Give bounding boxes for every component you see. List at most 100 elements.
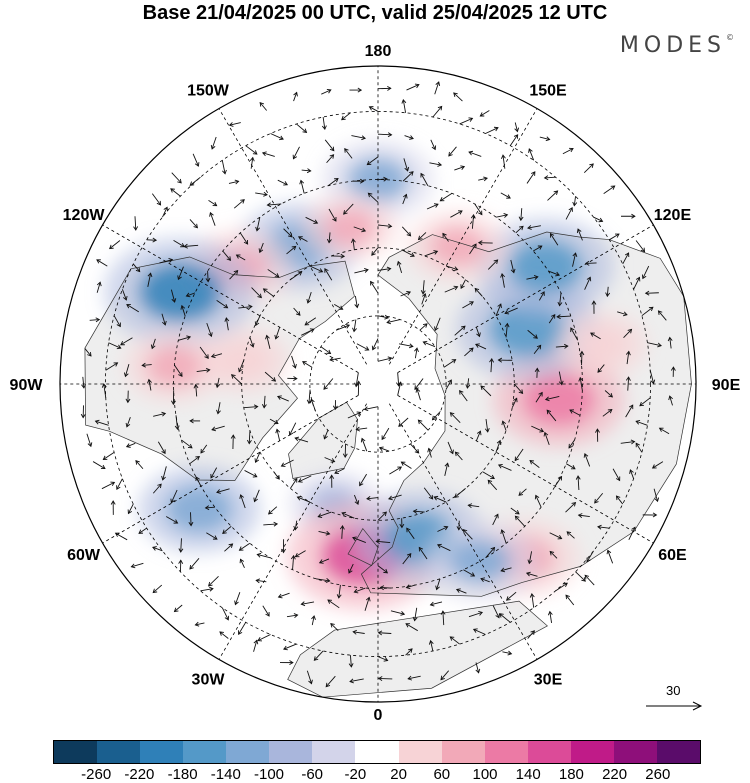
colorbar-cell <box>355 741 399 763</box>
wind-arrow <box>402 193 408 205</box>
coastline <box>288 401 358 479</box>
wind-arrow <box>354 268 369 274</box>
wind-arrow <box>228 122 241 127</box>
wind-arrow <box>253 489 260 503</box>
longitude-label: 90W <box>10 377 44 394</box>
wind-arrow <box>565 594 575 606</box>
wind-arrow <box>108 342 122 350</box>
wind-arrow <box>162 206 168 218</box>
wind-arrow <box>125 442 136 448</box>
wind-arrow <box>255 191 268 197</box>
wind-arrow <box>101 481 116 490</box>
wind-arrow <box>354 295 360 309</box>
wind-arrow <box>321 88 332 95</box>
wind-arrow <box>194 621 205 627</box>
wind-arrow <box>404 135 414 140</box>
wind-arrow <box>479 110 490 117</box>
wind-arrow <box>538 291 545 301</box>
wind-arrow <box>105 362 119 371</box>
wind-arrow <box>334 303 344 310</box>
coastline <box>84 256 355 481</box>
wind-arrow <box>243 404 259 410</box>
wind-arrow <box>152 584 163 594</box>
wind-arrow <box>147 378 152 391</box>
wind-arrow <box>463 569 476 577</box>
wind-arrow <box>406 83 420 91</box>
wind-arrow <box>113 315 121 328</box>
wind-arrow <box>670 366 676 377</box>
wind-arrow <box>427 447 432 458</box>
wind-arrow <box>401 98 407 113</box>
wind-arrow <box>454 451 463 461</box>
longitude-label: 60W <box>67 547 101 564</box>
wind-arrow <box>603 185 616 194</box>
wind-arrow <box>399 518 405 529</box>
wind-arrow <box>642 512 658 518</box>
wind-arrow <box>348 655 354 668</box>
wind-arrow <box>625 404 634 418</box>
wind-arrow <box>109 240 121 250</box>
wind-arrow <box>377 85 392 91</box>
wind-arrow <box>350 238 356 250</box>
wind-arrow <box>460 279 467 290</box>
wind-arrow <box>323 429 329 440</box>
wind-arrow <box>359 473 367 487</box>
wind-arrow <box>406 527 415 540</box>
wind-arrow <box>535 391 543 403</box>
wind-arrow <box>234 592 241 606</box>
wind-arrow <box>444 462 450 476</box>
wind-arrow <box>352 536 366 543</box>
wind-arrow <box>368 106 379 112</box>
wind-arrow <box>539 136 551 142</box>
wind-arrow <box>633 276 641 290</box>
wind-arrow <box>183 243 199 249</box>
wind-arrow <box>170 289 177 303</box>
wind-arrow <box>92 461 106 470</box>
wind-arrow <box>375 539 391 545</box>
colorbar-label: 180 <box>558 766 584 783</box>
meridian-line <box>102 224 359 373</box>
wind-arrow <box>625 376 631 391</box>
wind-arrow <box>499 613 511 623</box>
wind-arrow <box>296 123 308 134</box>
colorbar-cell <box>183 741 227 763</box>
wind-arrow <box>657 310 667 321</box>
wind-arrow <box>558 371 564 386</box>
wind-arrow <box>534 494 542 508</box>
wind-arrow <box>527 630 535 639</box>
wind-arrow <box>153 411 167 417</box>
colorbar-cell <box>269 741 313 763</box>
wind-arrow <box>570 327 579 341</box>
wind-arrow <box>583 163 594 174</box>
wind-arrow <box>475 327 481 338</box>
wind-arrow <box>370 280 379 294</box>
wind-arrow <box>403 158 410 172</box>
wind-arrow <box>371 247 379 256</box>
wind-arrow <box>548 270 560 277</box>
wind-arrow <box>335 324 351 331</box>
colorbar-label: -180 <box>167 766 198 783</box>
wind-arrow <box>658 427 670 435</box>
wind-arrow <box>426 203 439 210</box>
colorbar-label: -60 <box>301 766 324 783</box>
wind-arrow <box>575 571 586 582</box>
wind-arrow <box>557 292 563 307</box>
colorbar-cell <box>613 741 657 763</box>
wind-arrow <box>529 460 540 468</box>
wind-arrow <box>324 139 335 152</box>
wind-arrow <box>597 364 605 373</box>
wind-arrow <box>635 442 643 453</box>
wind-arrow <box>396 372 401 387</box>
wind-arrow <box>189 558 200 570</box>
wind-arrow <box>478 176 488 182</box>
land-polygon <box>288 402 358 479</box>
chart-title: Base 21/04/2025 00 UTC, valid 25/04/2025… <box>142 2 608 24</box>
wind-arrow <box>448 146 457 157</box>
wind-arrow <box>299 179 305 194</box>
wind-arrow <box>514 515 526 527</box>
wind-arrow <box>617 311 628 317</box>
wind-arrow <box>470 213 476 229</box>
wind-arrow <box>500 567 512 573</box>
wind-arrow <box>178 559 184 572</box>
